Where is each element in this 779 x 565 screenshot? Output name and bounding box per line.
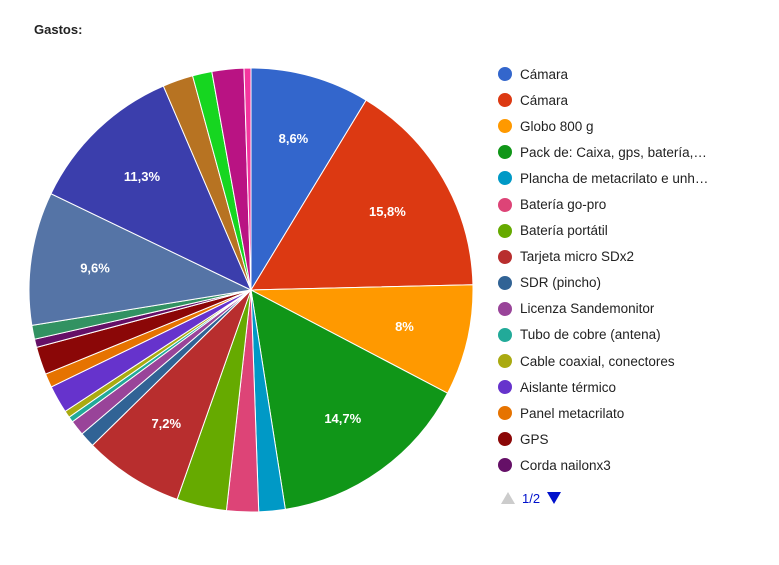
legend-item[interactable]: Licenza Sandemonitor <box>498 296 768 322</box>
legend-item[interactable]: Batería go-pro <box>498 191 768 217</box>
chart-title: Gastos: <box>34 22 83 37</box>
slice-percent-label: 14,7% <box>324 411 361 426</box>
legend-label: SDR (pincho) <box>520 275 602 291</box>
pie-slice-labels: 8,6% 15,8% 8% 14,7% 7,2% 9,6% 11,3% <box>80 131 414 431</box>
legend-item[interactable]: Corda nailonx3 <box>498 452 768 478</box>
slice-percent-label: 9,6% <box>80 260 110 275</box>
pie-slice[interactable] <box>250 67 367 292</box>
legend-label: Corda nailonx3 <box>520 457 611 473</box>
legend-item[interactable]: Pack de: Caixa, gps, batería,… <box>498 139 768 165</box>
legend-label: Cámara <box>520 92 569 108</box>
pie-slice[interactable] <box>28 193 253 326</box>
triangle-up-icon <box>501 492 515 504</box>
pie-slice[interactable] <box>249 284 474 394</box>
slice-percent-label: 8% <box>395 319 414 334</box>
legend-label: Batería go-pro <box>520 197 607 213</box>
legend-item[interactable]: Tarjeta micro SDx2 <box>498 244 768 270</box>
legend-item[interactable]: SDR (pincho) <box>498 270 768 296</box>
slice-percent-label: 8,6% <box>279 131 309 146</box>
legend-swatch <box>498 327 512 342</box>
legend-item[interactable]: Cámara <box>498 61 768 87</box>
legend-prev-page-button[interactable] <box>500 490 516 506</box>
legend-label: Cable coaxial, conectores <box>520 353 675 369</box>
legend-label: Panel metacrilato <box>520 405 625 421</box>
slice-percent-label: 7,2% <box>151 416 181 431</box>
legend-label: Plancha de metacrilato e unh… <box>520 170 709 186</box>
legend-next-page-button[interactable] <box>546 490 562 506</box>
legend-swatch <box>498 171 512 186</box>
legend-item[interactable]: Cámara <box>498 87 768 113</box>
legend-swatch <box>498 223 512 238</box>
legend-label: Tarjeta micro SDx2 <box>520 249 635 265</box>
legend-swatch <box>498 275 512 290</box>
triangle-down-icon <box>547 492 562 504</box>
legend-label: Aislante térmico <box>520 379 617 395</box>
pie-slice[interactable] <box>243 67 252 291</box>
pie-slice[interactable] <box>250 289 449 510</box>
legend-item[interactable]: GPS <box>498 426 768 452</box>
legend-swatch <box>498 406 512 421</box>
legend-item[interactable]: Tubo de cobre (antena) <box>498 322 768 348</box>
legend-label: Cámara <box>520 66 569 82</box>
legend-swatch <box>498 249 512 264</box>
legend-label: Licenza Sandemonitor <box>520 301 655 317</box>
legend-swatch <box>498 67 512 82</box>
slice-percent-label: 15,8% <box>369 204 406 219</box>
legend-swatch <box>498 93 512 108</box>
legend-pager: 1/2 <box>500 490 562 506</box>
legend-swatch <box>498 354 512 369</box>
legend-item[interactable]: Batería portátil <box>498 218 768 244</box>
legend-swatch <box>498 301 512 316</box>
legend: Cámara Cámara Globo 800 g Pack de: Caixa, g… <box>498 61 768 479</box>
legend-page-indicator: 1/2 <box>522 490 541 506</box>
legend-swatch <box>498 119 512 134</box>
legend-swatch <box>498 145 512 160</box>
legend-label: GPS <box>520 431 549 447</box>
legend-label: Batería portátil <box>520 223 608 239</box>
pie-slice[interactable] <box>250 99 474 291</box>
pie-slices <box>28 67 474 513</box>
legend-item[interactable]: Plancha de metacrilato e unh… <box>498 165 768 191</box>
legend-item[interactable]: Panel metacrilato <box>498 400 768 426</box>
pie-slice[interactable] <box>91 289 252 500</box>
slice-percent-label: 11,3% <box>124 169 161 184</box>
legend-label: Globo 800 g <box>520 118 594 134</box>
pie-slice[interactable] <box>50 85 252 292</box>
legend-swatch <box>498 432 512 447</box>
legend-item[interactable]: Cable coaxial, conectores <box>498 348 768 374</box>
legend-swatch <box>498 458 512 473</box>
legend-item[interactable]: Globo 800 g <box>498 113 768 139</box>
legend-swatch <box>498 380 512 395</box>
legend-label: Tubo de cobre (antena) <box>520 327 661 343</box>
legend-swatch <box>498 197 512 212</box>
legend-item[interactable]: Aislante térmico <box>498 374 768 400</box>
legend-label: Pack de: Caixa, gps, batería,… <box>520 144 707 160</box>
